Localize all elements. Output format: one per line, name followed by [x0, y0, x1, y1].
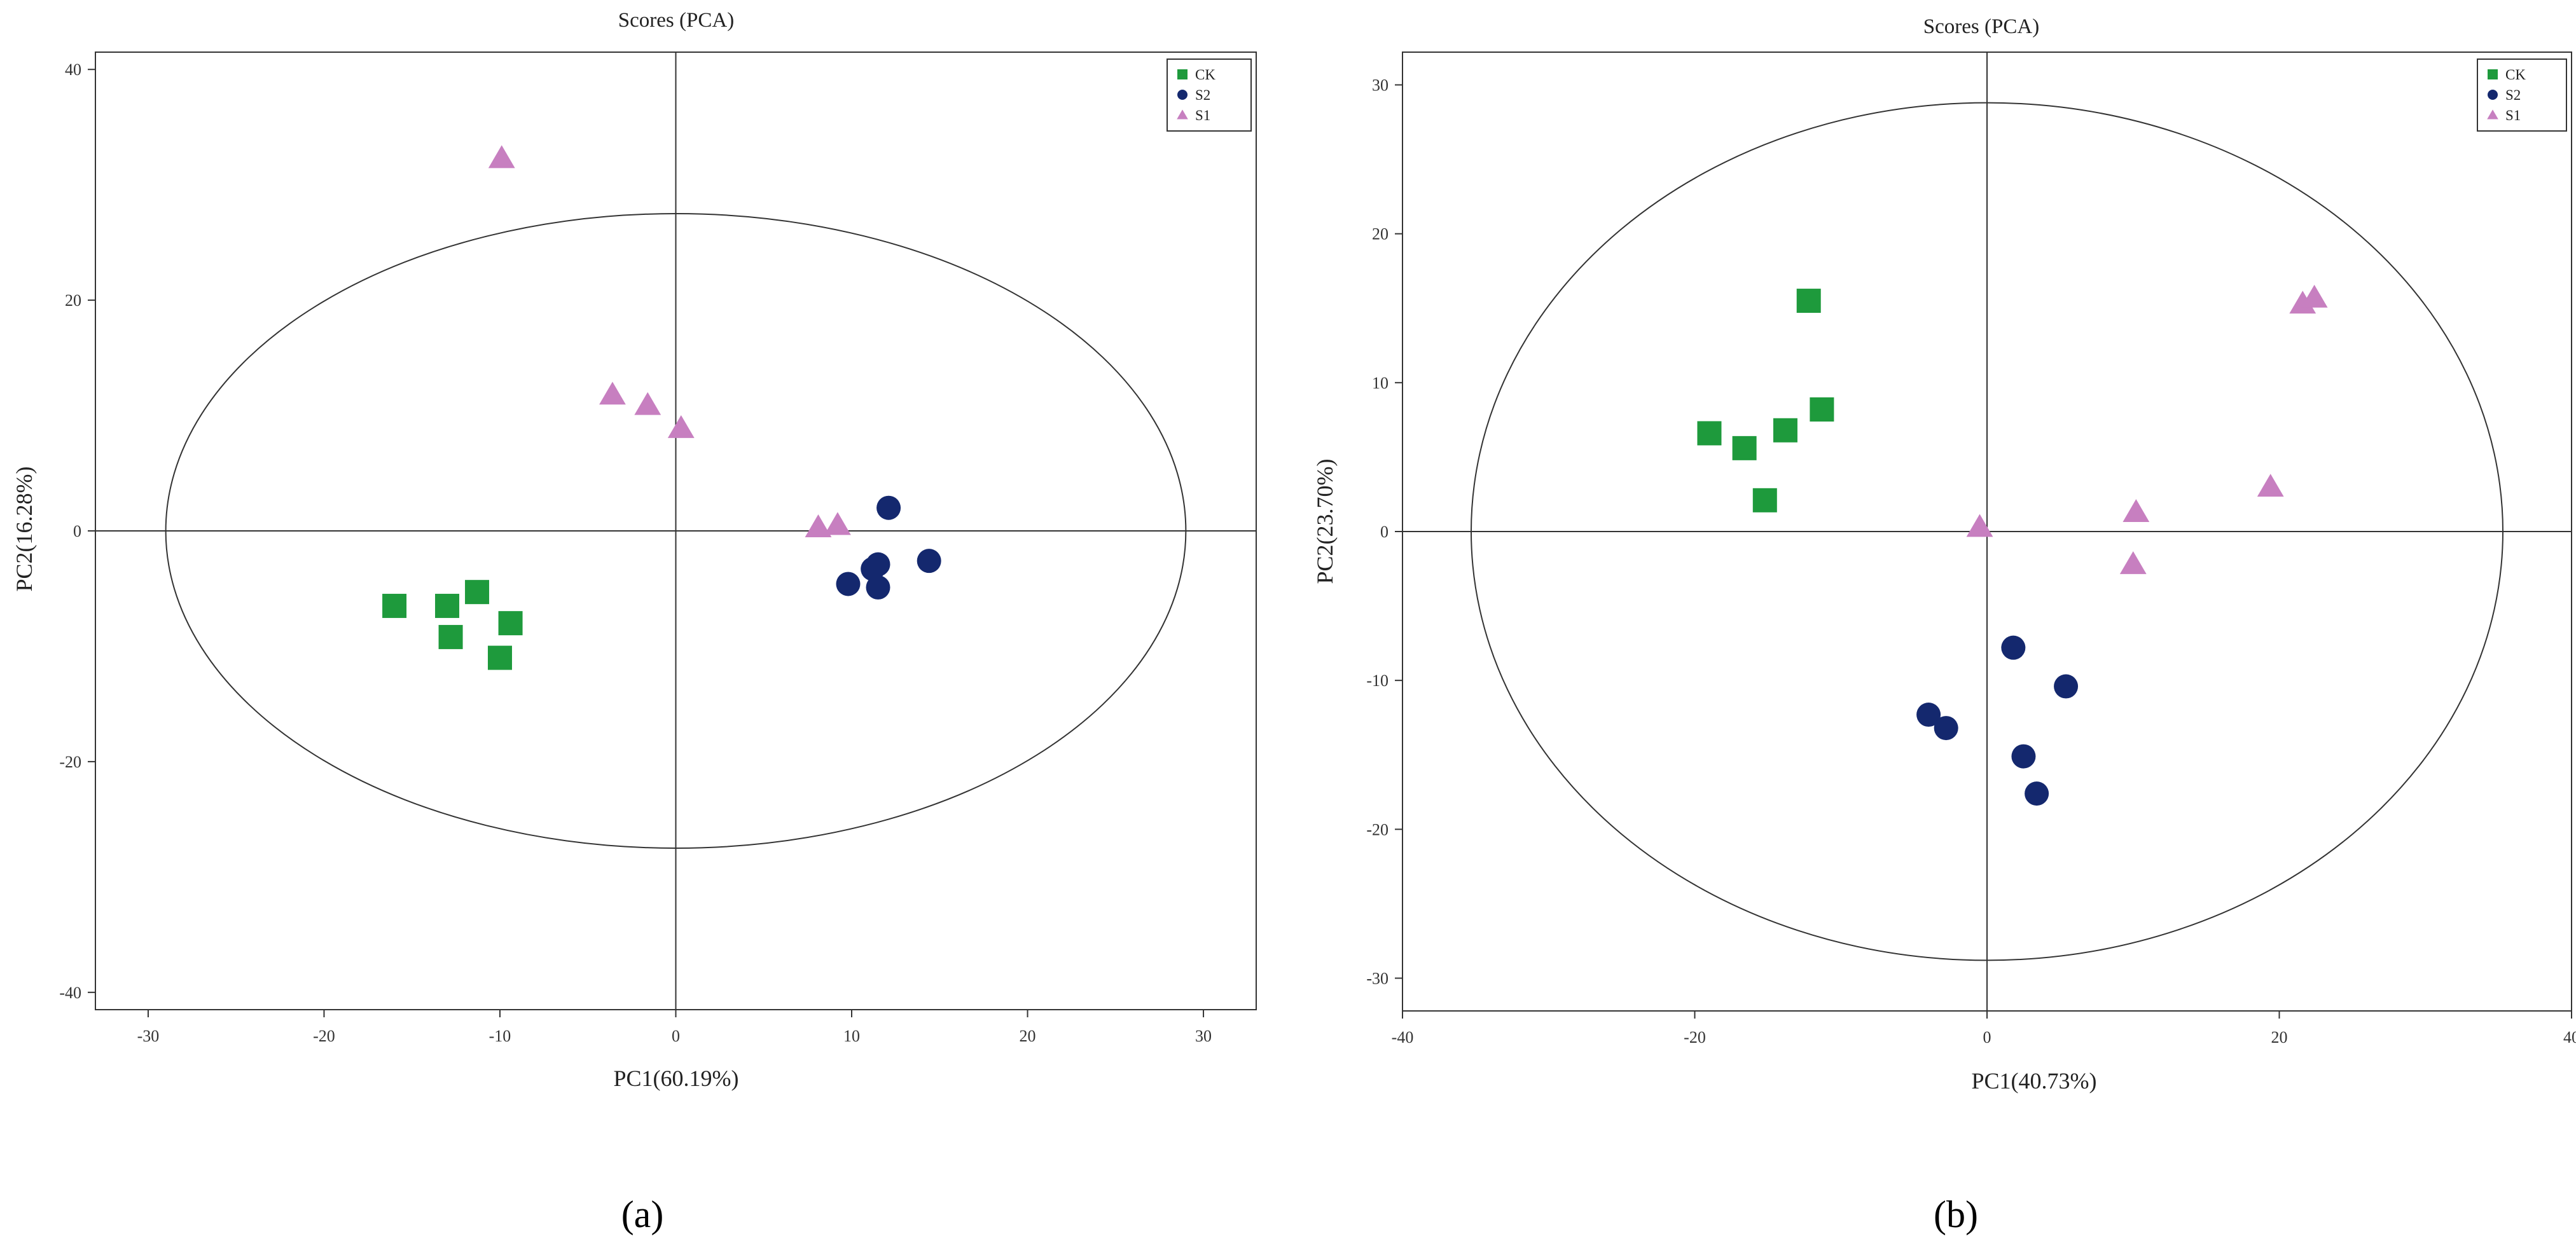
data-point-ck — [1796, 289, 1821, 313]
data-point-s2 — [836, 572, 861, 596]
data-point-s1 — [599, 381, 626, 405]
data-point-ck — [438, 624, 463, 649]
data-point-ck — [1752, 488, 1777, 512]
x-tick-label: 20 — [1020, 1027, 1036, 1045]
legend-label: CK — [2505, 67, 2526, 83]
data-point-ck — [435, 593, 460, 618]
y-axis-label: PC2(16.28%) — [11, 467, 37, 592]
data-point-s2 — [866, 575, 890, 600]
confidence-ellipse — [165, 213, 1187, 849]
x-tick-label: 40 — [2563, 1028, 2576, 1047]
data-point-s2 — [876, 495, 901, 520]
y-tick-label: 10 — [1372, 374, 1388, 392]
y-tick-label: 20 — [1372, 225, 1388, 244]
legend-marker-ck — [1177, 69, 1188, 79]
data-point-ck — [1773, 418, 1797, 443]
data-point-s2 — [2011, 744, 2036, 769]
data-point-s2 — [1934, 716, 1958, 741]
y-tick-label: 30 — [1372, 76, 1388, 95]
legend-marker-s2 — [2488, 90, 2498, 100]
data-point-s1 — [805, 514, 832, 537]
legend-marker-s2 — [1177, 90, 1188, 100]
chart-title: Scores (PCA) — [618, 9, 734, 32]
y-tick-label: -40 — [59, 984, 81, 1002]
x-tick-label: -20 — [313, 1027, 335, 1045]
x-tick-label: -30 — [137, 1027, 160, 1045]
panel-caption: (a) — [621, 1193, 664, 1235]
data-point-ck — [487, 645, 512, 670]
x-tick-label: 0 — [672, 1027, 680, 1045]
series-s1 — [1966, 284, 2328, 574]
x-tick-label: 30 — [1195, 1027, 1212, 1045]
data-point-ck — [1732, 436, 1757, 460]
legend-marker-s1 — [1177, 109, 1188, 120]
data-point-s1 — [824, 512, 851, 535]
legend-label: S2 — [1195, 87, 1210, 103]
legend-marker-ck — [2488, 69, 2498, 79]
legend-label: S1 — [2505, 107, 2521, 123]
data-point-s2 — [917, 549, 941, 573]
data-point-s1 — [2289, 291, 2316, 314]
panel-a: Scores (PCA) -30 -20 -10 0 10 20 30 -40 -20 0 20 40… — [11, 9, 1257, 1235]
y-tick-label: 0 — [1380, 523, 1388, 541]
plot-area: -40 -20 0 20 40 -30 -20 -10 0 10 20 30 CK S2 S1 — [1366, 52, 2576, 1047]
y-tick-label: -20 — [1366, 820, 1388, 839]
x-tick-label: -10 — [489, 1027, 511, 1045]
x-axis-label: PC1(40.73%) — [1972, 1068, 2097, 1094]
panel-b: Scores (PCA) -40 -20 0 20 40 -30 -20 -10 0 10 20 30… — [1312, 15, 2576, 1235]
series-s2 — [836, 495, 941, 600]
legend-marker-s1 — [2487, 109, 2498, 120]
x-tick-label: -20 — [1684, 1028, 1706, 1047]
chart-title: Scores (PCA) — [1923, 15, 2039, 38]
data-point-s2 — [2054, 674, 2079, 699]
x-tick-label: 0 — [1983, 1028, 1991, 1047]
data-point-s2 — [861, 556, 885, 581]
data-point-s2 — [2025, 781, 2049, 806]
legend-label: CK — [1195, 67, 1215, 83]
data-point-s1 — [2122, 499, 2150, 522]
panel-caption: (b) — [1934, 1193, 1978, 1235]
x-tick-label: 20 — [2271, 1028, 2288, 1047]
series-s2 — [1916, 635, 2079, 806]
data-point-s1 — [2257, 474, 2284, 497]
series-ck — [382, 580, 523, 670]
data-point-s2 — [2001, 635, 2026, 660]
data-point-s2 — [1916, 703, 1941, 727]
data-point-s1 — [488, 145, 515, 168]
data-point-s1 — [2301, 284, 2328, 308]
y-tick-label: -20 — [59, 753, 81, 771]
data-point-s1 — [2119, 551, 2147, 574]
y-tick-label: -30 — [1366, 969, 1388, 987]
x-axis-label: PC1(60.19%) — [614, 1066, 739, 1091]
data-point-ck — [498, 611, 523, 636]
x-tick-label: -40 — [1392, 1028, 1414, 1047]
legend-label: S1 — [1195, 107, 1210, 123]
data-point-s1 — [634, 392, 661, 415]
confidence-ellipse — [1470, 102, 2504, 961]
legend: CK S2 S1 — [2477, 58, 2567, 132]
y-tick-label: -10 — [1366, 671, 1388, 690]
y-axis-label: PC2(23.70%) — [1312, 459, 1338, 584]
x-tick-label: 10 — [843, 1027, 860, 1045]
y-tick-label: 0 — [73, 522, 81, 540]
y-tick-label: 40 — [65, 60, 81, 79]
series-s1 — [488, 145, 851, 537]
data-point-s1 — [1966, 514, 1993, 537]
data-point-ck — [382, 593, 407, 618]
data-point-ck — [465, 580, 490, 605]
series-ck — [1697, 289, 1834, 512]
plot-area: -30 -20 -10 0 10 20 30 -40 -20 0 20 40 CK S2 S1 — [59, 52, 1257, 1045]
legend: CK S2 S1 — [1167, 58, 1252, 132]
y-tick-label: 20 — [65, 291, 81, 310]
data-point-ck — [1810, 397, 1834, 422]
data-point-ck — [1697, 421, 1722, 446]
data-point-s1 — [667, 415, 695, 438]
legend-label: S2 — [2505, 87, 2521, 103]
